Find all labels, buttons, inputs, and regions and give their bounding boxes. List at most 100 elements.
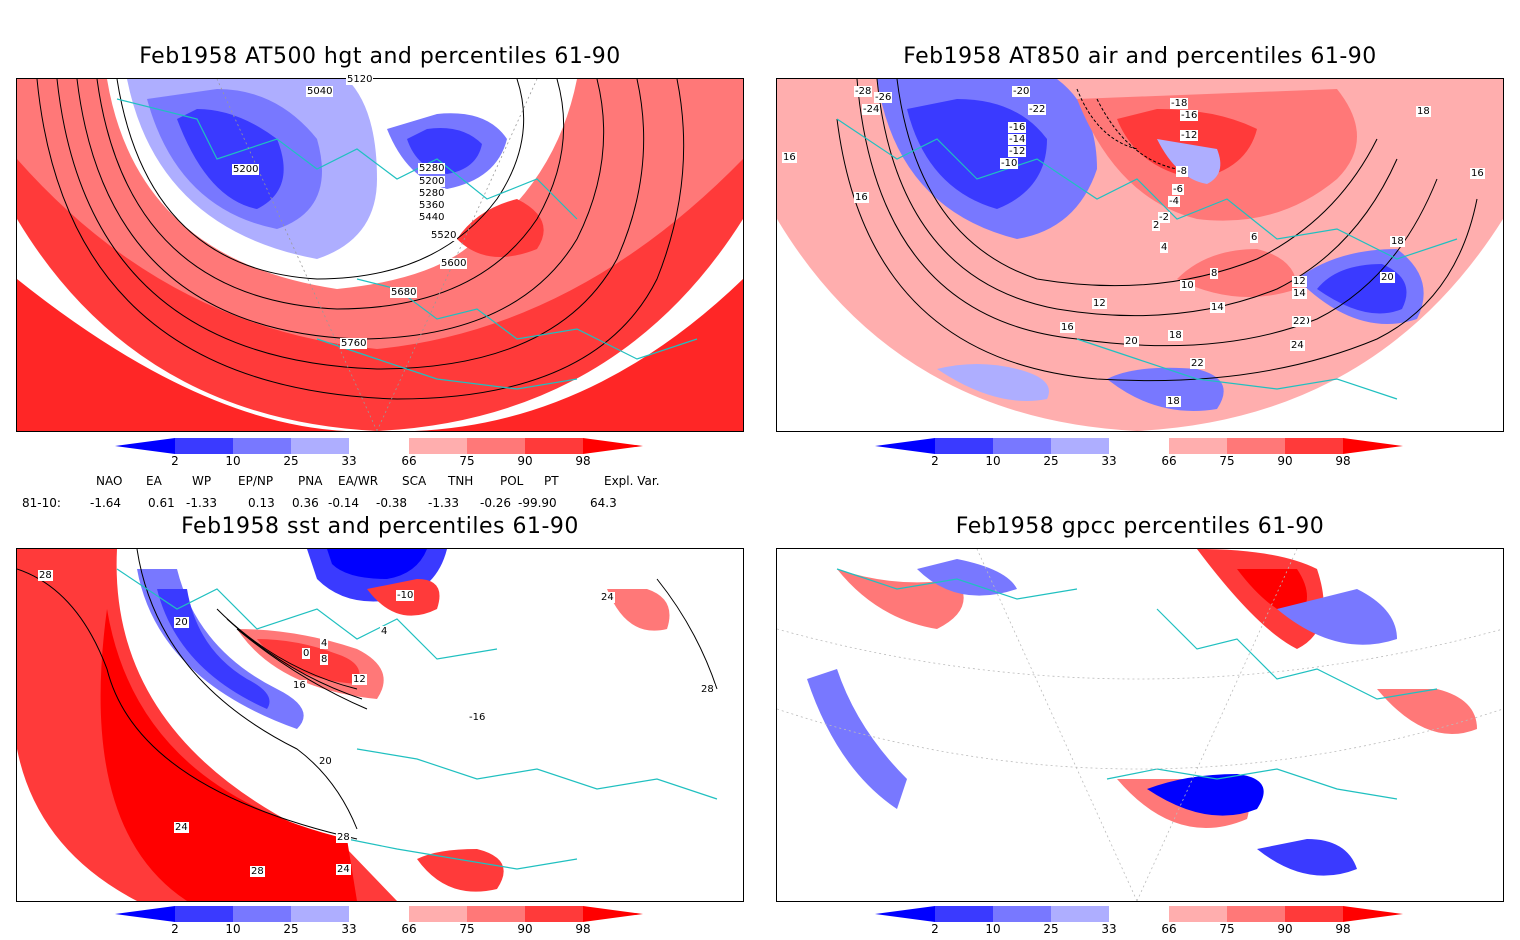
cb2-tick-98: 98 bbox=[1335, 454, 1351, 468]
index-value-pol: -0.26 bbox=[480, 496, 512, 510]
contour-label: -20 bbox=[1012, 86, 1031, 97]
index-header-explvar: Expl. Var. bbox=[604, 474, 660, 488]
contour-label: 24 bbox=[600, 592, 615, 603]
cb2-tick-66: 66 bbox=[1161, 454, 1177, 468]
cb4-tick-90: 90 bbox=[1277, 922, 1293, 936]
cb1-tick-98: 98 bbox=[575, 454, 591, 468]
teleconnection-index-table: NAO EA WP EP/NP PNA EA/WR SCA TNH POL PT… bbox=[0, 474, 720, 514]
index-value-nao: -1.64 bbox=[90, 496, 122, 510]
contour-label: -18 bbox=[1170, 98, 1189, 109]
index-value-sca: -0.38 bbox=[376, 496, 408, 510]
contour-label: 20 bbox=[1380, 272, 1395, 283]
contour-label: 18 bbox=[1166, 396, 1181, 407]
cb2-tick-10: 10 bbox=[985, 454, 1001, 468]
contour-label: 24 bbox=[174, 822, 189, 833]
contour-label: -28 bbox=[854, 86, 873, 97]
cb4-tick-25: 25 bbox=[1043, 922, 1059, 936]
contour-label: -22 bbox=[1028, 104, 1047, 115]
index-header-sca: SCA bbox=[402, 474, 427, 488]
contour-label: 5280 bbox=[418, 163, 446, 174]
index-value-ea: 0.61 bbox=[148, 496, 175, 510]
contour-label: 14 bbox=[1210, 302, 1225, 313]
cb1-tick-2: 2 bbox=[171, 454, 179, 468]
contour-label: -16 bbox=[468, 712, 487, 723]
cb4-tick-75: 75 bbox=[1219, 922, 1235, 936]
contour-label: 0 bbox=[302, 648, 311, 659]
cb4-tick-33: 33 bbox=[1101, 922, 1117, 936]
index-header-nao: NAO bbox=[96, 474, 123, 488]
contour-label: 24 bbox=[336, 864, 351, 875]
index-header-pt: PT bbox=[544, 474, 559, 488]
contour-label: -26 bbox=[874, 92, 893, 103]
index-header-eawr: EA/WR bbox=[338, 474, 379, 488]
contour-label: 28 bbox=[38, 570, 53, 581]
contour-label: -24 bbox=[862, 104, 881, 115]
contour-label: 8 bbox=[1210, 268, 1219, 279]
contour-label: 5200 bbox=[232, 164, 260, 175]
cb3-tick-2: 2 bbox=[171, 922, 179, 936]
index-value-tnh: -1.33 bbox=[428, 496, 460, 510]
colorbar-1-scale bbox=[115, 438, 643, 454]
cb3-tick-90: 90 bbox=[517, 922, 533, 936]
map-panel-sst bbox=[16, 548, 744, 902]
cb3-tick-75: 75 bbox=[459, 922, 475, 936]
cb3-tick-25: 25 bbox=[283, 922, 299, 936]
index-value-pna: 0.36 bbox=[292, 496, 319, 510]
contour-label: 16 bbox=[292, 680, 307, 691]
cb4-tick-10: 10 bbox=[985, 922, 1001, 936]
cb2-tick-2: 2 bbox=[931, 454, 939, 468]
contour-label: -4 bbox=[1168, 196, 1180, 207]
map-sst bbox=[17, 549, 718, 901]
colorbar-2: 2 10 25 33 66 75 90 98 bbox=[875, 438, 1415, 468]
contour-label: -16 bbox=[1008, 122, 1027, 133]
panel-title-hgt500: Feb1958 AT500 hgt and percentiles 61-90 bbox=[139, 44, 621, 69]
cb1-tick-90: 90 bbox=[517, 454, 533, 468]
map-gpcc bbox=[777, 549, 1503, 901]
contour-label: -2 bbox=[1158, 212, 1170, 223]
cb1-tick-75: 75 bbox=[459, 454, 475, 468]
panel-title-air850: Feb1958 AT850 air and percentiles 61-90 bbox=[903, 44, 1377, 69]
index-header-epnp: EP/NP bbox=[238, 474, 274, 488]
cb3-tick-33: 33 bbox=[341, 922, 357, 936]
cb2-tick-25: 25 bbox=[1043, 454, 1059, 468]
contour-label: 6 bbox=[1250, 232, 1259, 243]
map-panel-air850 bbox=[776, 78, 1504, 432]
contour-label: 5200 bbox=[418, 176, 446, 187]
contour-label: 5360 bbox=[418, 200, 446, 211]
cb2-tick-33: 33 bbox=[1101, 454, 1117, 468]
colorbar-3: 2 10 25 33 66 75 90 98 bbox=[115, 906, 655, 936]
contour-label: 5440 bbox=[418, 212, 446, 223]
contour-label: 5280 bbox=[418, 188, 446, 199]
cb4-tick-2: 2 bbox=[931, 922, 939, 936]
index-header-ea: EA bbox=[146, 474, 162, 488]
contour-label: 12 bbox=[1092, 298, 1107, 309]
contour-label: 5680 bbox=[390, 287, 418, 298]
colorbar-4-scale bbox=[875, 906, 1403, 922]
contour-label: -10 bbox=[396, 590, 415, 601]
index-value-explvar: 64.3 bbox=[590, 496, 617, 510]
index-header-wp: WP bbox=[192, 474, 212, 488]
index-value-wp: -1.33 bbox=[186, 496, 218, 510]
index-header-pna: PNA bbox=[298, 474, 323, 488]
contour-label: 18 bbox=[1416, 106, 1431, 117]
colorbar-3-scale bbox=[115, 906, 643, 922]
index-value-epnp: 0.13 bbox=[248, 496, 275, 510]
map-panel-gpcc bbox=[776, 548, 1504, 902]
contour-label: 2 bbox=[1152, 220, 1161, 231]
cb1-tick-66: 66 bbox=[401, 454, 417, 468]
contour-label: 4 bbox=[380, 626, 389, 637]
contour-label: 12 bbox=[352, 674, 367, 685]
cb3-tick-66: 66 bbox=[401, 922, 417, 936]
contour-label: 14 bbox=[1292, 288, 1307, 299]
contour-label: 12 bbox=[1292, 276, 1307, 287]
cb3-tick-10: 10 bbox=[225, 922, 241, 936]
contour-label: 16 bbox=[782, 152, 797, 163]
cb2-tick-90: 90 bbox=[1277, 454, 1293, 468]
contour-label: -8 bbox=[1176, 166, 1188, 177]
contour-label: 16 bbox=[854, 192, 869, 203]
index-header-tnh: TNH bbox=[448, 474, 474, 488]
cb4-tick-98: 98 bbox=[1335, 922, 1351, 936]
cb3-tick-98: 98 bbox=[575, 922, 591, 936]
contour-label: -12 bbox=[1008, 146, 1027, 157]
cb4-tick-66: 66 bbox=[1161, 922, 1177, 936]
